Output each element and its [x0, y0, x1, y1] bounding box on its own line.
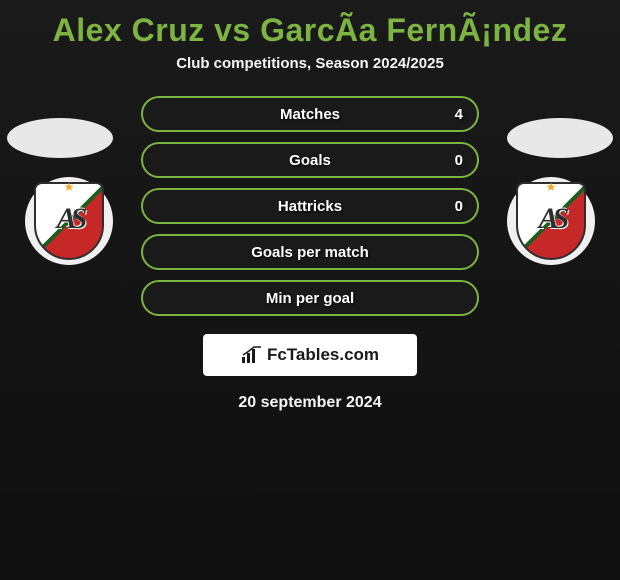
comparison-widget: Alex Cruz vs GarcÃ­a FernÃ¡ndez Club com…	[0, 0, 620, 412]
shield-icon: ★ AS	[34, 182, 104, 260]
stat-right-value: 4	[455, 106, 463, 123]
date-label: 20 september 2024	[0, 376, 620, 412]
star-icon: ★	[518, 180, 584, 194]
club-crest-left: ★ AS	[25, 177, 113, 265]
crest-letters-left: AS	[36, 202, 102, 236]
player-avatar-left	[7, 118, 113, 158]
stat-label: Matches	[143, 106, 477, 123]
club-crest-right: ★ AS	[507, 177, 595, 265]
stat-row-goals: Goals 0	[141, 142, 479, 178]
stat-right-value: 0	[455, 198, 463, 215]
stats-list: Matches 4 Goals 0 Hattricks 0 Goals per …	[141, 92, 479, 316]
stat-row-min-per-goal: Min per goal	[141, 280, 479, 316]
subtitle: Club competitions, Season 2024/2025	[0, 55, 620, 92]
chart-icon	[241, 346, 263, 364]
stat-row-hattricks: Hattricks 0	[141, 188, 479, 224]
stat-row-matches: Matches 4	[141, 96, 479, 132]
stat-label: Goals per match	[143, 244, 477, 261]
crest-letters-right: AS	[518, 202, 584, 236]
stat-right-value: 0	[455, 152, 463, 169]
shield-icon: ★ AS	[516, 182, 586, 260]
stat-row-goals-per-match: Goals per match	[141, 234, 479, 270]
page-title: Alex Cruz vs GarcÃ­a FernÃ¡ndez	[0, 0, 620, 55]
player-avatar-right	[507, 118, 613, 158]
stat-label: Hattricks	[143, 198, 477, 215]
stat-label: Goals	[143, 152, 477, 169]
star-icon: ★	[36, 180, 102, 194]
stat-label: Min per goal	[143, 290, 477, 307]
brand-text: FcTables.com	[267, 345, 379, 365]
brand-badge[interactable]: FcTables.com	[203, 334, 417, 376]
